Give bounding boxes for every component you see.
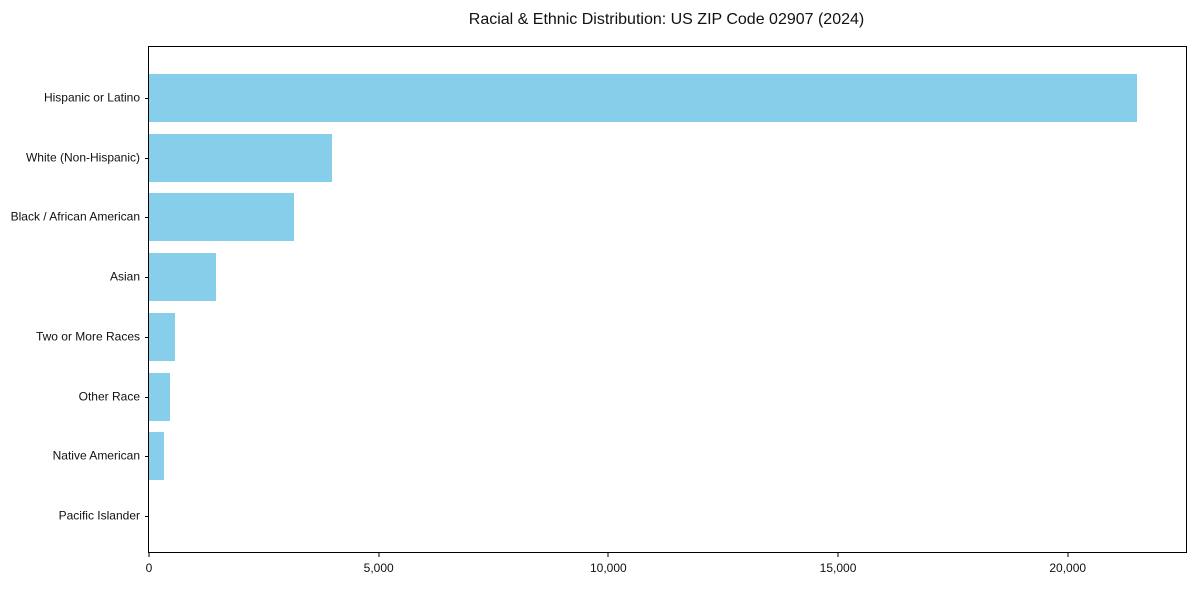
y-axis-label-pacific-islander: Pacific Islander	[58, 508, 140, 523]
bar-asian	[149, 253, 216, 302]
x-tick-mark	[837, 553, 839, 557]
plot-area: Hispanic or Latino White (Non-Hispanic) Bl…	[11, 46, 1187, 575]
y-axis-label-other-race: Other Race	[78, 389, 140, 403]
bar-other-race	[149, 372, 170, 421]
y-tick-mark	[145, 516, 149, 517]
chart-title: Racial & Ethnic Distribution: US ZIP Cod…	[468, 11, 865, 28]
bar-white-non-hispanic	[149, 133, 332, 182]
y-tick-mark	[145, 397, 149, 398]
bar-black-african-american	[149, 193, 294, 242]
x-tick-label-10-000: 10,000	[589, 561, 627, 575]
bar-native-american	[149, 432, 164, 481]
x-tick-label-5-000: 5,000	[363, 561, 394, 575]
y-tick-mark	[145, 456, 149, 457]
x-tick-mark	[378, 553, 380, 557]
y-axis-label-white-non-hispanic: White (Non-Hispanic)	[25, 150, 140, 165]
y-tick-mark	[145, 98, 149, 99]
x-tick-label-20-000: 20,000	[1049, 561, 1087, 575]
y-axis-label-asian: Asian	[109, 269, 140, 284]
y-axis-label-two-or-more-races: Two or More Races	[35, 329, 140, 344]
x-tick-label-15-000: 15,000	[819, 561, 857, 575]
y-axis-label-black-african-american: Black / African American	[10, 209, 140, 224]
y-axis-label-native-american: Native American	[52, 448, 140, 463]
y-tick-mark	[145, 277, 149, 278]
x-tick-mark	[607, 553, 609, 557]
y-tick-mark	[145, 217, 149, 218]
x-tick-label-0: 0	[145, 561, 153, 575]
y-tick-mark	[145, 158, 149, 159]
bar-hispanic-or-latino	[149, 74, 1137, 122]
x-tick-mark	[1067, 553, 1069, 557]
y-axis-label-hispanic-or-latino: Hispanic or Latino	[43, 90, 140, 105]
x-tick-mark	[148, 553, 150, 557]
y-tick-mark	[145, 337, 149, 338]
bar-two-or-more-races	[149, 312, 175, 361]
